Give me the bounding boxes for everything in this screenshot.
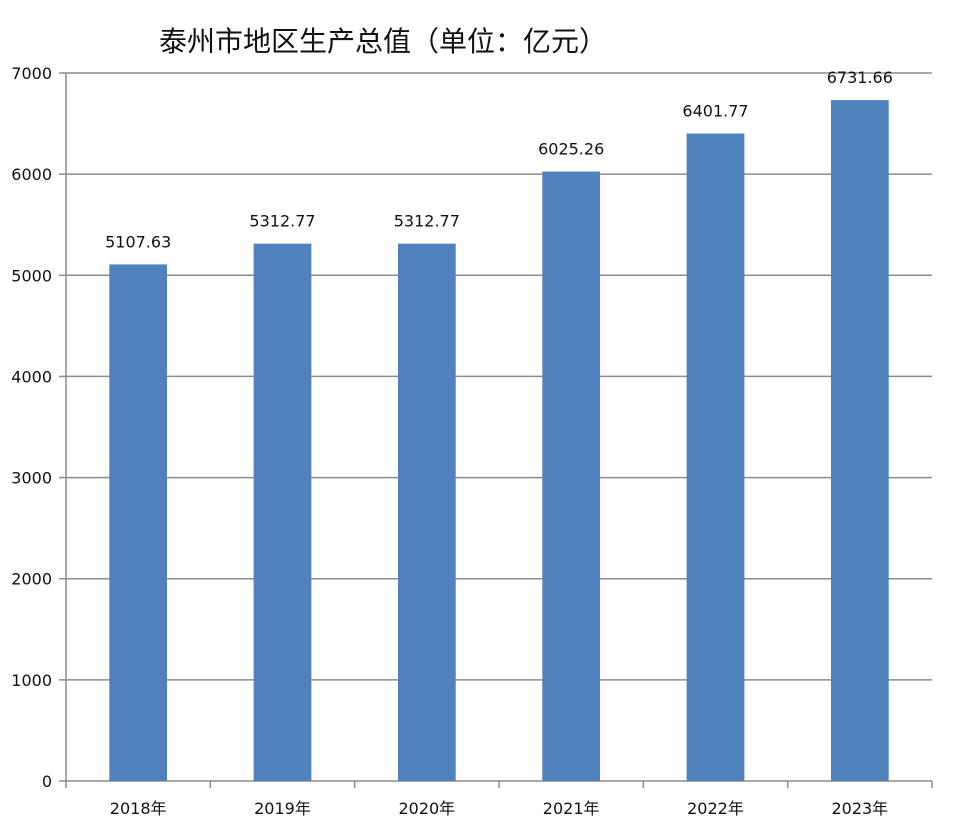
bar-2019年: [253, 243, 312, 782]
label-layer: 5107.63 2018年 5312.77 2019年 5312.77 2020年 6025…: [105, 68, 893, 818]
grid-layer: 0 1000 2000 3000 4000 5000 6000 7000: [11, 64, 932, 791]
bar-2021年: [542, 171, 601, 781]
bar-layer: [109, 100, 889, 782]
y-tick-label: 1000: [11, 671, 52, 690]
y-tick-label: 6000: [11, 165, 52, 184]
bar-2022年: [686, 133, 745, 781]
y-tick-label: 3000: [11, 469, 52, 488]
y-tick-label: 4000: [11, 367, 52, 386]
data-label: 6401.77: [682, 102, 748, 121]
x-tick-label: 2023年: [831, 799, 888, 818]
y-tick-label: 7000: [11, 64, 52, 83]
data-label: 6731.66: [827, 68, 893, 87]
data-label: 6025.26: [538, 140, 604, 159]
x-tick-label: 2018年: [110, 799, 167, 818]
y-tick-label: 0: [42, 772, 52, 791]
data-label: 5312.77: [394, 212, 460, 231]
x-tick-label: 2021年: [543, 799, 600, 818]
x-tick-label: 2022年: [687, 799, 744, 818]
y-tick-label: 2000: [11, 570, 52, 589]
axis-layer: [65, 73, 933, 788]
chart-title: 泰州市地区生产总值（单位：亿元）: [159, 25, 607, 58]
data-label: 5107.63: [105, 232, 171, 251]
y-tick-label: 5000: [11, 266, 52, 285]
data-label: 5312.77: [249, 212, 315, 231]
bar-2023年: [830, 100, 889, 781]
x-tick-label: 2020年: [398, 799, 455, 818]
bar-2018年: [109, 264, 168, 781]
bar-2020年: [397, 243, 456, 782]
x-tick-label: 2019年: [254, 799, 311, 818]
